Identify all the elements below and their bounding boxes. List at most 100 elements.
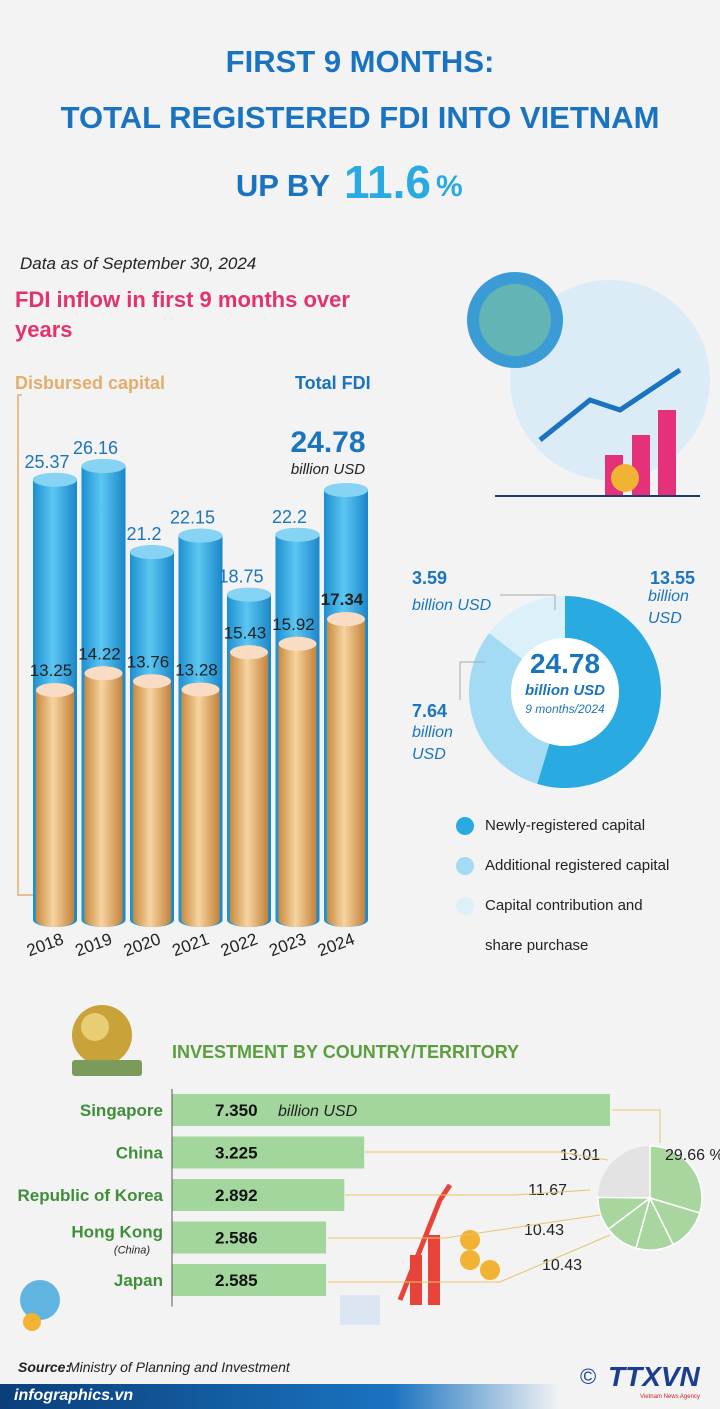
connector	[328, 1214, 601, 1239]
unit-label: billion USD	[648, 588, 689, 627]
unit-label: billion USD	[278, 1103, 358, 1120]
connector	[612, 1109, 661, 1143]
cylinder-cap	[275, 527, 320, 542]
leader-line	[459, 661, 485, 700]
legend-connector	[17, 394, 40, 896]
legend-label: Total FDI	[295, 373, 371, 393]
legend-swatch	[456, 817, 474, 835]
bar	[172, 1094, 610, 1126]
x-tick-label: 2024	[315, 929, 357, 960]
cylinder-cap	[178, 528, 223, 543]
value-label: 29.66 %	[665, 1147, 720, 1164]
value-label: 25.37	[24, 452, 69, 472]
value-label: 15.92	[272, 615, 315, 634]
value-label: 13.25	[30, 661, 73, 680]
value-label: 3.59	[412, 568, 447, 588]
cylinder-cap	[130, 545, 174, 560]
pie-slice	[597, 1196, 653, 1231]
x-tick-label: 2022	[218, 929, 260, 960]
category-label: Republic of Korea	[18, 1186, 164, 1205]
illustration	[467, 272, 710, 497]
connector	[365, 1151, 609, 1161]
connector	[328, 1234, 611, 1283]
category-label: Hong Kong	[71, 1223, 163, 1242]
legend-swatch	[456, 897, 474, 915]
value-label: 18.75	[218, 567, 263, 587]
title-line: TOTAL REGISTERED FDI INTO VIETNAM	[61, 100, 660, 135]
value-label: 15.43	[224, 623, 267, 642]
value-label: 24.78	[290, 426, 365, 459]
cylinder-cap	[278, 636, 317, 651]
value-label: 10.43	[524, 1222, 564, 1239]
value-label: 2.585	[215, 1271, 258, 1290]
copyright: ©	[580, 1364, 596, 1389]
source-label: Source:	[18, 1359, 70, 1375]
value-label: 2.586	[215, 1229, 258, 1248]
chart-title: FDI inflow in first 9 months over years	[15, 287, 350, 342]
cylinder-cap	[84, 666, 123, 681]
growth-unit: %	[436, 170, 463, 203]
legend-label: Disbursed capital	[15, 373, 165, 393]
x-tick-label: 2019	[73, 929, 115, 960]
donut-total: 24.78	[530, 648, 600, 679]
connector	[345, 1189, 591, 1196]
logo-sub: Vietnam News Agency	[640, 1394, 700, 1400]
legend-label: Newly-registered capital	[485, 817, 646, 834]
globe-icon	[72, 1005, 142, 1076]
legend-swatch	[456, 857, 474, 875]
bar	[172, 1136, 365, 1169]
cylinder-cap	[324, 483, 368, 498]
value-label: 13.76	[127, 652, 170, 671]
source: Ministry of Planning and Investment	[68, 1359, 291, 1375]
value-label: 3.225	[215, 1144, 258, 1163]
value-label: 26.16	[73, 438, 118, 458]
unit-label: billion USD	[412, 724, 453, 763]
value-label: 17.34	[321, 590, 364, 609]
growth-value: 11.6	[344, 156, 431, 208]
legend-label: Capital contribution and share purchase	[485, 897, 643, 954]
cylinder-cap	[181, 682, 220, 697]
value-label: 14.22	[78, 644, 121, 663]
x-tick-label: 2023	[267, 929, 309, 960]
site: infographics.vn	[14, 1387, 133, 1404]
value-label: 7.64	[412, 701, 447, 721]
value-label: 11.67	[528, 1182, 567, 1199]
category-note: (China)	[114, 1245, 150, 1257]
growth-illustration	[20, 1183, 500, 1331]
footer-bar	[0, 1384, 560, 1409]
cylinder-cap	[230, 645, 268, 660]
cylinder-cap	[33, 472, 77, 487]
value-label: 10.43	[542, 1257, 582, 1274]
cylinder	[36, 683, 74, 927]
value-label: 21.2	[126, 524, 161, 544]
cylinder-cap	[36, 683, 74, 698]
donut-slice	[469, 633, 550, 784]
cylinder-cap	[327, 612, 365, 627]
donut-slice	[489, 596, 565, 659]
x-tick-label: 2021	[170, 929, 212, 960]
cylinder	[181, 682, 220, 927]
value-label: 22.2	[272, 507, 307, 527]
cylinder-cap	[133, 674, 171, 689]
cylinder	[230, 645, 268, 927]
cylinder	[327, 612, 365, 927]
title-line: UP BY	[236, 168, 331, 203]
value-label: 13.28	[175, 661, 218, 680]
category-label: Japan	[114, 1271, 163, 1290]
category-label: Singapore	[80, 1101, 163, 1120]
donut-unit: billion USD	[525, 682, 605, 699]
value-label: 13.55	[650, 568, 695, 588]
bar	[172, 1221, 327, 1254]
category-label: China	[116, 1144, 164, 1163]
bar	[172, 1179, 345, 1211]
x-tick-label: 2020	[121, 929, 163, 960]
donut-hole	[511, 638, 619, 746]
leader-line	[500, 594, 556, 610]
value-label: 2.892	[215, 1186, 258, 1205]
title-line: FIRST 9 MONTHS:	[226, 44, 495, 79]
unit-label: billion USD	[291, 461, 365, 478]
donut-slice	[537, 596, 661, 788]
legend-label: Additional registered capital	[485, 857, 670, 874]
